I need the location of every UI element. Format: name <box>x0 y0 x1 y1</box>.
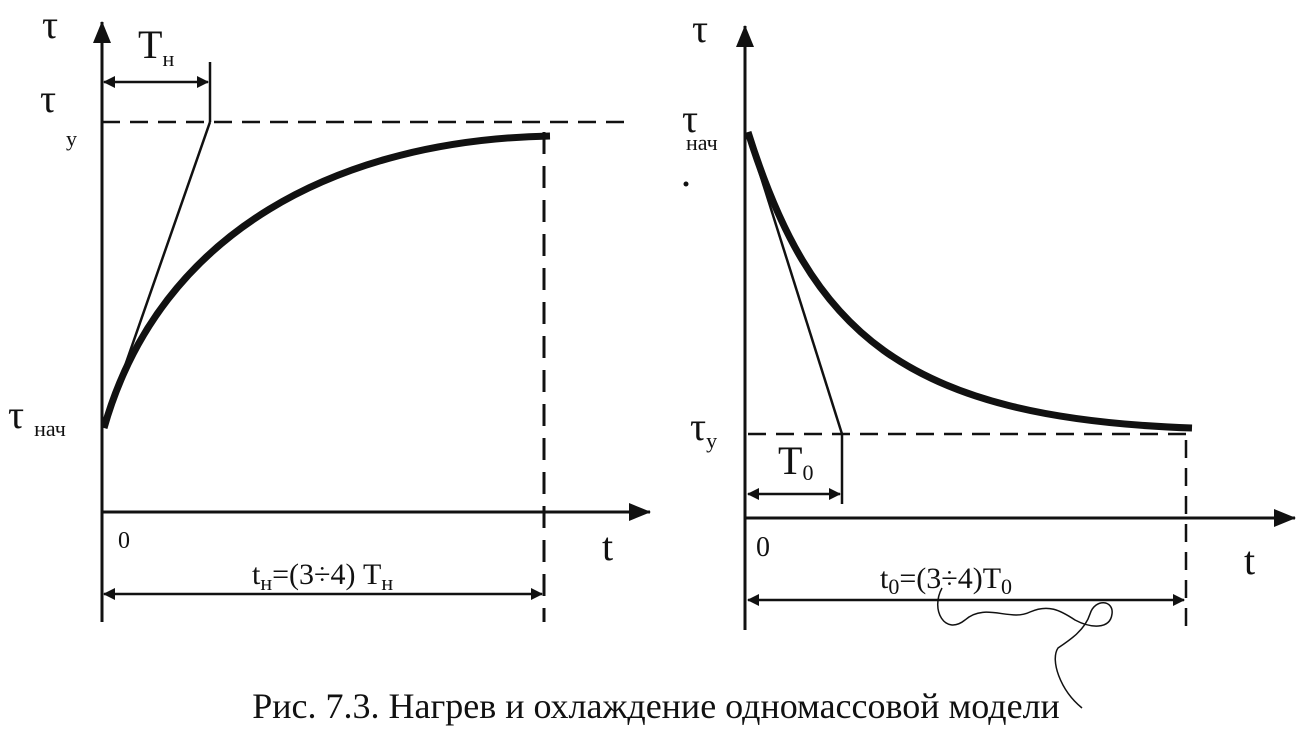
heating-tau-y-label: τ <box>40 76 56 121</box>
heating-duration-label: tн=(3÷4) Tн <box>252 558 393 595</box>
figure-caption: Рис. 7.3. Нагрев и охлаждение одномассов… <box>252 686 1060 726</box>
heating-diagram: τ t 0 Tн τ у τ нач tн=(3÷4) Tн <box>8 2 651 622</box>
cooling-y-axis-label: τ <box>692 6 708 51</box>
cooling-tau-y-label: τу <box>690 404 717 453</box>
heating-Tn-label: Tн <box>138 22 174 71</box>
heating-y-axis-label: τ <box>42 2 58 47</box>
cooling-tau-start-sub: нач <box>686 130 718 155</box>
cooling-duration-label: t0=(3÷4)T0 <box>880 562 1012 599</box>
cooling-x-axis-label: t <box>1244 538 1255 583</box>
cooling-T0-label: T0 <box>778 438 813 485</box>
heating-tau-start-label: τ нач <box>8 392 66 441</box>
cooling-curve <box>744 130 1193 432</box>
cooling-tau-start-label: τ <box>682 96 698 141</box>
cooling-origin-label: 0 <box>756 532 770 563</box>
heating-x-axis-label: t <box>602 524 613 569</box>
handwritten-scribble <box>937 587 1113 709</box>
heating-tau-y-sub: у <box>66 126 77 151</box>
cooling-diagram: τ t 0 T0 τ нач τу t0=(3÷4)T0 <box>682 6 1296 709</box>
heating-curve <box>100 132 551 429</box>
heating-origin-label: 0 <box>118 528 130 554</box>
cooling-stray-dot <box>683 181 689 187</box>
